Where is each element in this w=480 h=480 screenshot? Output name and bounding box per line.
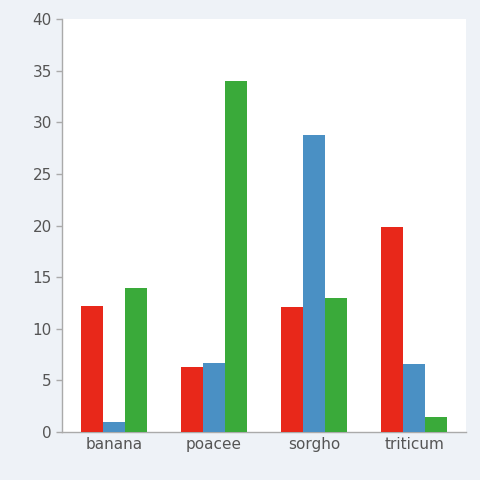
Bar [381,227,403,432]
Bar [181,367,203,432]
Bar [403,364,425,432]
Bar [203,363,225,432]
Bar [225,81,247,432]
Bar [281,307,303,432]
Bar [125,288,147,432]
Bar [325,298,347,432]
Bar [81,306,103,432]
Bar [425,417,447,432]
Bar [103,422,125,432]
Bar [303,135,325,432]
